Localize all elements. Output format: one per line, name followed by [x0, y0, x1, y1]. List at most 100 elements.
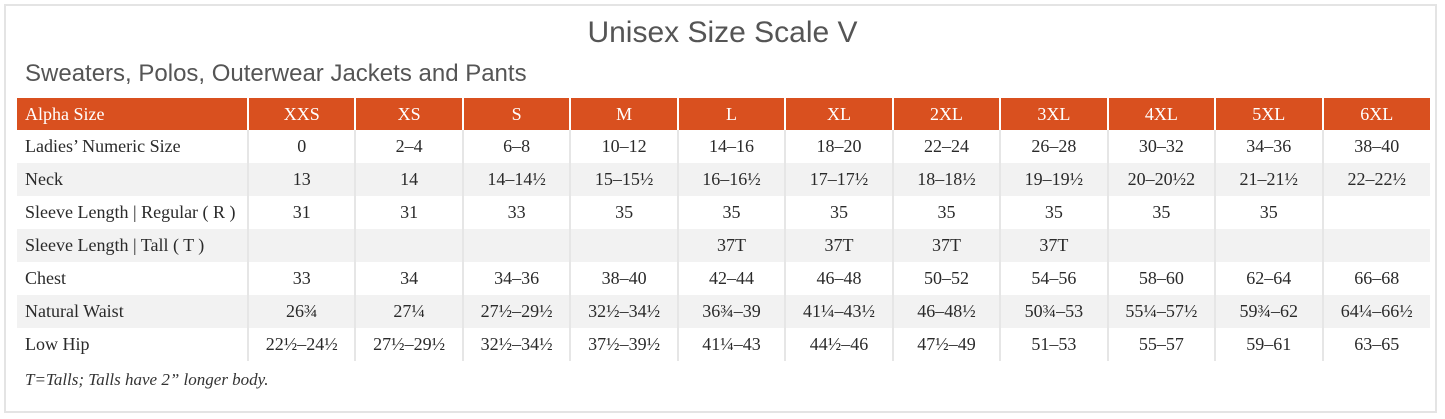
table-cell: 30–32 [1106, 130, 1216, 163]
table-cell: 35 [676, 196, 786, 229]
row-label: Chest [25, 268, 67, 288]
table-cell [354, 229, 463, 262]
table-cell: 14–16 [676, 130, 786, 163]
table-cell: 27½–29½ [461, 295, 571, 328]
header-row: Alpha Size XXS XS S M L XL 2XL 3XL 4XL 5XL 6XL [17, 98, 1430, 130]
header-size: S [461, 98, 571, 130]
table-cell: 14–14½ [461, 163, 571, 196]
header-label: Alpha Size [17, 98, 248, 130]
row-label: Ladies’ Numeric Size [25, 136, 181, 156]
table-cell: 26–28 [999, 130, 1108, 163]
row-label: Natural Waist [17, 295, 248, 328]
row-label: Neck [17, 163, 248, 196]
header-size: L [676, 98, 786, 130]
table-cell: 20–20½2 [1106, 163, 1216, 196]
table-cell [461, 229, 571, 262]
table-cell: 51–53 [999, 328, 1108, 361]
table-cell: 35 [1106, 196, 1216, 229]
table-cell: 62–64 [1214, 262, 1323, 295]
table-cell: 41¼–43 [676, 328, 786, 361]
header-size: XXS [246, 98, 356, 130]
table-cell: 15–15½ [569, 163, 678, 196]
row-label: Sleeve Length | Regular ( R ) [25, 202, 236, 222]
header-size: 2XL [891, 98, 1001, 130]
header-size: XS [354, 98, 463, 130]
table-cell: 16–16½ [676, 163, 786, 196]
table-cell: 38–40 [569, 262, 678, 295]
table-cell: 37½–39½ [569, 328, 678, 361]
table-cell: 34–36 [1214, 130, 1323, 163]
table-cell: 2–4 [354, 130, 463, 163]
table-cell: 22–24 [891, 130, 1001, 163]
table-cell: 33 [246, 262, 356, 295]
table-cell: 37T [891, 229, 1001, 262]
header-size: 3XL [999, 98, 1108, 130]
table-cell: 33 [461, 196, 571, 229]
table-row: Neck 13 14 14–14½ 15–15½ 16–16½ 17–17½ 18–18½ 19… [17, 163, 1430, 196]
table-cell: 27½–29½ [354, 328, 463, 361]
table-cell: 32½–34½ [461, 328, 571, 361]
table-cell: 50–52 [891, 262, 1001, 295]
header-size: 6XL [1321, 98, 1430, 130]
table-cell: 32½–34½ [569, 295, 678, 328]
header-size: XL [784, 98, 893, 130]
header-size: 4XL [1106, 98, 1216, 130]
table-cell: 10–12 [569, 130, 678, 163]
table-cell: 36¾–39 [676, 295, 786, 328]
header-size: M [569, 98, 678, 130]
table-cell [1106, 229, 1216, 262]
size-table: Alpha Size XXS XS S M L XL 2XL 3XL 4XL 5XL 6XL Ladi… [17, 98, 1430, 361]
table-cell: 34–36 [461, 262, 571, 295]
table-cell: 31 [246, 196, 356, 229]
table-cell: 64¼–66½ [1321, 295, 1430, 328]
table-cell: 55–57 [1106, 328, 1216, 361]
table-cell: 34 [354, 262, 463, 295]
table-row: Ladies’ Numeric Size 0 2–4 6–8 10–12 14–16 18–… [17, 130, 1430, 163]
table-row: Sleeve Length | Regular ( R ) 31 31 33 35 35 3… [17, 196, 1430, 229]
table-row: Sleeve Length | Tall ( T ) 37T 37T 37T 37T [17, 229, 1430, 262]
table-cell: 6–8 [461, 130, 571, 163]
table-cell: 35 [569, 196, 678, 229]
table-cell: 46–48½ [891, 295, 1001, 328]
table-cell: 50¾–53 [999, 295, 1108, 328]
table-cell: 37T [784, 229, 893, 262]
table-cell: 14 [354, 163, 463, 196]
table-cell: 26¾ [246, 295, 356, 328]
table-cell: 54–56 [999, 262, 1108, 295]
table-cell: 17–17½ [784, 163, 893, 196]
table-cell: 35 [784, 196, 893, 229]
table-cell: 66–68 [1321, 262, 1430, 295]
table-cell [1321, 229, 1430, 262]
table-cell: 13 [246, 163, 356, 196]
table-cell: 38–40 [1321, 130, 1430, 163]
table-cell [569, 229, 678, 262]
table-cell: 27¼ [354, 295, 463, 328]
table-cell: 46–48 [784, 262, 893, 295]
table-cell: 47½–49 [891, 328, 1001, 361]
table-cell: 31 [354, 196, 463, 229]
page-title: Unisex Size Scale V [587, 16, 858, 49]
table-cell: 37T [999, 229, 1108, 262]
table-cell: 0 [246, 130, 356, 163]
row-label: Low Hip [25, 334, 90, 354]
chart-frame [4, 4, 1437, 413]
table-cell: 35 [891, 196, 1001, 229]
table-cell [1321, 196, 1430, 229]
table-cell: 55¼–57½ [1106, 295, 1216, 328]
table-row: Natural Waist 26¾ 27¼ 27½–29½ 32½–34½ 36¾–39 4… [17, 295, 1430, 328]
table-cell: 19–19½ [999, 163, 1108, 196]
table-cell [246, 229, 356, 262]
table-cell: 59¾–62 [1214, 295, 1323, 328]
table-cell: 37T [676, 229, 786, 262]
table-cell: 63–65 [1321, 328, 1430, 361]
table-cell: 42–44 [676, 262, 786, 295]
table-cell: 21–21½ [1214, 163, 1323, 196]
table-cell: 58–60 [1106, 262, 1216, 295]
table-cell [1214, 229, 1323, 262]
table-cell: 22½–24½ [246, 328, 356, 361]
row-label: Sleeve Length | Tall ( T ) [17, 229, 248, 262]
footnote: T=Talls; Talls have 2” longer body. [25, 370, 269, 389]
table-row: Chest 33 34 34–36 38–40 42–44 46–48 50–52 54–56 5… [17, 262, 1430, 295]
table-cell: 35 [999, 196, 1108, 229]
table-cell: 35 [1214, 196, 1323, 229]
